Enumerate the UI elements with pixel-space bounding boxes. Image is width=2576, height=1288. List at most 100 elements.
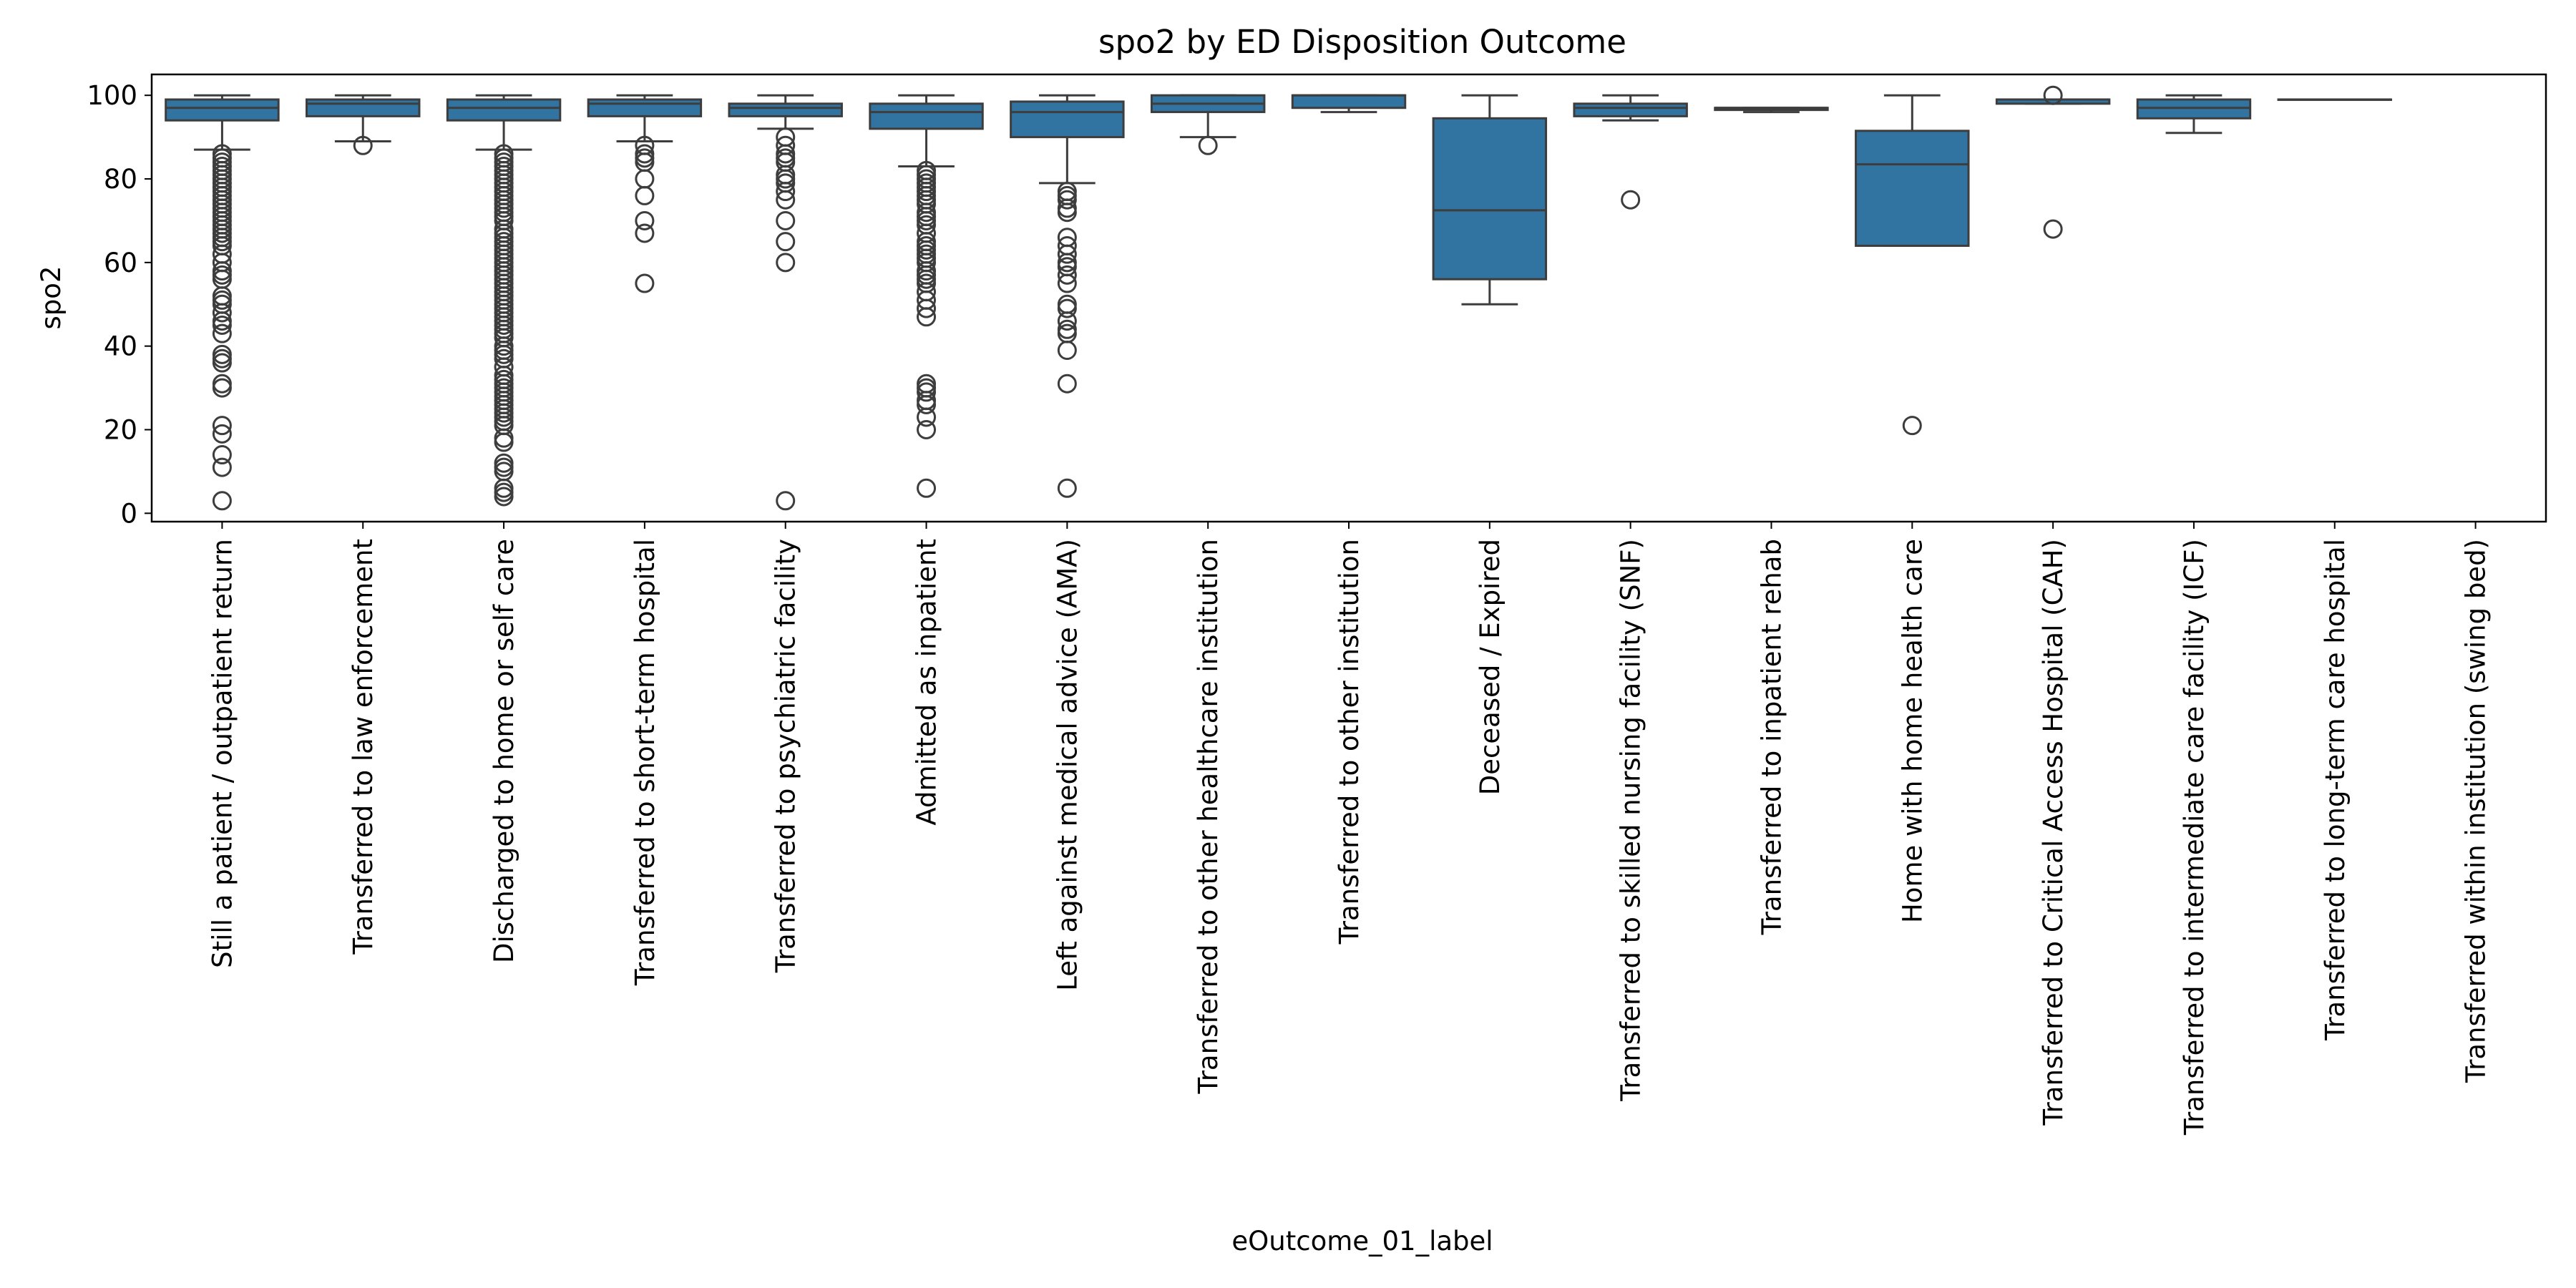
x-tick-label: Transferred to skilled nursing facility …	[1616, 539, 1646, 1102]
box	[728, 102, 843, 117]
y-tick-label: 80	[104, 164, 137, 195]
outlier-point	[776, 182, 796, 202]
x-tick-label: Still a patient / outpatient return	[207, 539, 238, 968]
outlier-point	[1057, 478, 1077, 498]
outlier-point	[917, 307, 937, 327]
outlier-point	[1057, 265, 1077, 285]
outlier-point	[1057, 341, 1077, 361]
x-tick-label: Transferred to law enforcement	[348, 539, 379, 955]
y-tick-label: 60	[104, 248, 137, 278]
outlier-point	[1057, 374, 1077, 394]
outlier-point	[212, 315, 232, 335]
outlier-point	[212, 457, 232, 477]
outlier-point	[1198, 135, 1218, 155]
plot-frame	[150, 73, 2547, 523]
outlier-point	[1057, 190, 1077, 210]
outlier-point	[212, 323, 232, 343]
y-tick-label: 20	[104, 414, 137, 445]
y-tick-label: 100	[87, 80, 137, 111]
x-tick-label: Left against medical advice (AMA)	[1052, 539, 1083, 991]
outlier-point	[635, 273, 655, 293]
box	[165, 98, 280, 122]
box-group	[306, 94, 421, 155]
outlier-point	[1057, 311, 1077, 331]
outlier-point	[917, 298, 937, 318]
box	[587, 98, 703, 117]
box-group	[446, 94, 562, 507]
outlier-point	[776, 210, 796, 230]
outlier-point	[1621, 190, 1641, 210]
outlier-point	[212, 303, 232, 323]
box-group	[587, 94, 703, 293]
outlier-point	[635, 185, 655, 205]
outlier-point	[212, 416, 232, 436]
x-tick-label: Transferred to other healthcare institut…	[1193, 539, 1224, 1094]
outlier-point	[1057, 244, 1077, 264]
box-group	[2277, 98, 2392, 102]
box	[1291, 94, 1407, 109]
box-group	[1855, 94, 1970, 436]
outlier-point	[353, 135, 373, 155]
outlier-point	[635, 223, 655, 243]
outlier-point	[1057, 203, 1077, 223]
outlier-point	[494, 487, 514, 507]
box-group	[728, 94, 843, 511]
x-tick-label: Transferred to long-term care hospital	[2320, 539, 2351, 1041]
outlier-point	[1057, 298, 1077, 318]
plot-marks	[165, 85, 2392, 511]
outlier-point	[776, 253, 796, 273]
outlier-point	[776, 190, 796, 210]
x-tick-label: Deceased / Expired	[1475, 539, 1506, 795]
outlier-point	[917, 419, 937, 439]
x-axis: Still a patient / outpatient return Trans…	[207, 522, 2492, 1136]
x-axis-label: eOutcome_01_label	[1231, 1226, 1493, 1257]
box-group	[1150, 94, 1266, 155]
box	[446, 98, 562, 122]
box	[1432, 117, 1548, 280]
y-axis-label: spo2	[36, 266, 67, 330]
box	[306, 98, 421, 117]
x-tick-label: Transferred to other institution	[1334, 539, 1365, 945]
outlier-point	[635, 210, 655, 230]
box-group	[165, 94, 280, 511]
box-group	[1010, 94, 1125, 498]
outlier-point	[917, 394, 937, 414]
x-tick-label: Transferred to psychiatric facility	[771, 539, 801, 973]
box	[1573, 102, 1688, 117]
outlier-point	[494, 432, 514, 452]
outlier-point	[212, 445, 232, 465]
box	[1010, 100, 1125, 139]
outlier-point	[1057, 273, 1077, 293]
outlier-point	[917, 382, 937, 402]
outlier-point	[1902, 416, 1922, 436]
box-group	[869, 94, 984, 498]
x-tick-label: Transferred within institution (swing be…	[2461, 539, 2492, 1083]
outlier-point	[776, 232, 796, 252]
outlier-point	[2043, 85, 2063, 105]
y-tick-label: 0	[120, 498, 137, 529]
outlier-point	[212, 378, 232, 398]
chart-title: spo2 by ED Disposition Outcome	[1098, 23, 1626, 61]
x-tick-label: Discharged to home or self care	[489, 539, 519, 963]
box-group	[1714, 107, 1829, 114]
x-tick-label: Transferred to intermediate care facilit…	[2179, 539, 2210, 1136]
outlier-point	[776, 491, 796, 511]
y-tick-label: 40	[104, 331, 137, 362]
box-group	[1995, 85, 2111, 239]
outlier-point	[2043, 219, 2063, 239]
outlier-point	[212, 424, 232, 444]
x-tick-label: Transferred to short-term hospital	[630, 539, 660, 986]
box	[869, 102, 984, 130]
outlier-point	[212, 491, 232, 511]
x-tick-label: Transferred to inpatient rehab	[1756, 539, 1787, 935]
box-group	[1432, 94, 1548, 306]
outlier-point	[917, 407, 937, 427]
y-axis: 0 20 40 60 80 100	[87, 80, 152, 529]
x-tick-label: Transferred to Critical Access Hospital …	[2038, 539, 2069, 1126]
box-group	[1573, 94, 1688, 210]
outlier-point	[212, 353, 232, 373]
outlier-point	[917, 478, 937, 498]
x-tick-label: Home with home health care	[1897, 539, 1928, 923]
